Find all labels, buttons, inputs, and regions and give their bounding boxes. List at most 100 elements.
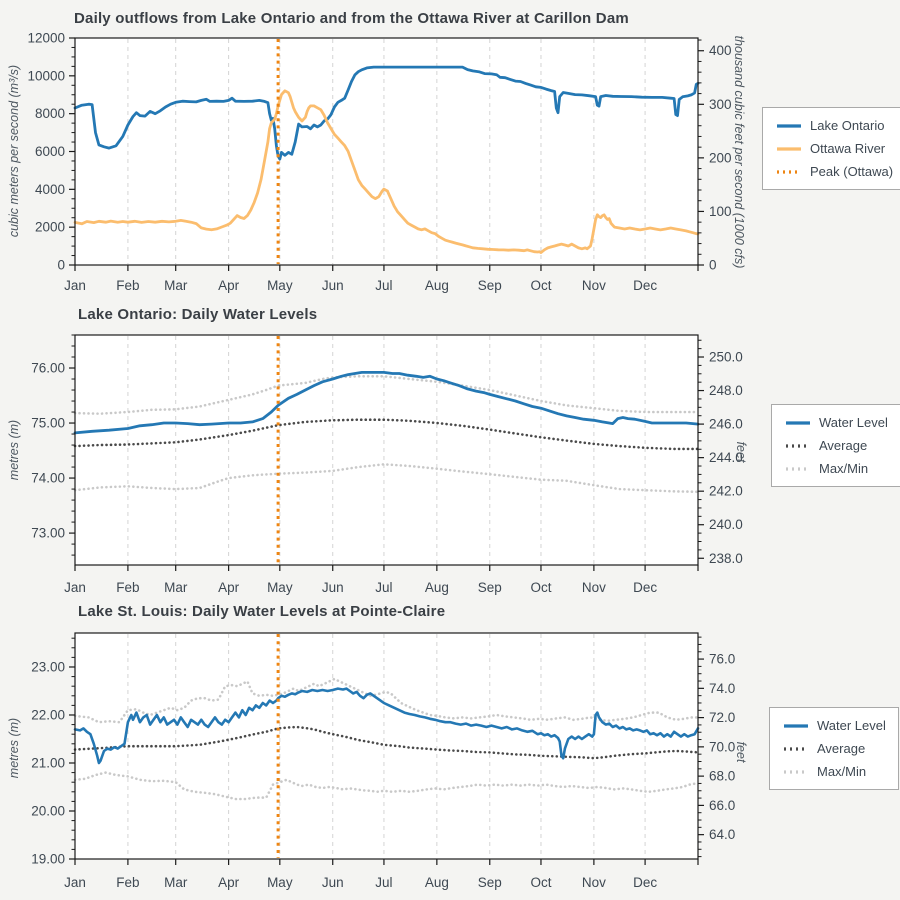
legend-solid-line-icon (786, 420, 810, 425)
x-tick-label-nov: Nov (582, 875, 606, 890)
legend-dotted-line-icon (784, 746, 808, 751)
right-tick-label: 400 (709, 43, 732, 58)
left-tick-label: 0 (57, 258, 65, 273)
x-tick-label-sep: Sep (478, 580, 502, 595)
legend-dotted-line-icon (786, 466, 810, 471)
plot-frame (74, 632, 699, 860)
chart-title-outflows: Daily outflows from Lake Ontario and fro… (74, 10, 629, 27)
x-tick-label-dec: Dec (633, 278, 657, 293)
x-tick-label-apr: Apr (218, 875, 240, 890)
legend-entry-average: Average (782, 742, 886, 755)
x-tick-label-feb: Feb (116, 580, 139, 595)
chart-lake-st-louis-levels: 19.00 20.00 21.00 22.00 23.00 64.0 66.0 68.0 70.… (31, 632, 735, 890)
right-tick-label: 250.0 (709, 350, 743, 365)
legend-label: Lake Ontario (810, 118, 885, 133)
right-tick-label: 64.0 (709, 827, 735, 842)
outflows-right-axis-label-text: thousand cubic feet per second (1000 cfs… (732, 35, 746, 269)
right-tick-label: 238.0 (709, 551, 743, 566)
gridlines (127, 336, 646, 564)
right-tick-label: 242.0 (709, 484, 743, 499)
x-tick-label-mar: Mar (164, 580, 188, 595)
x-tick-label-may: May (267, 580, 293, 595)
legend-label: Water Level (817, 718, 886, 733)
x-tick-label-aug: Aug (425, 580, 449, 595)
left-tick-label: 2000 (35, 220, 65, 235)
right-tick-label: 248.0 (709, 383, 743, 398)
outflows-left-axis-label-text: cubic meters per second (m³/s) (7, 64, 21, 238)
left-tick-label: 21.00 (31, 755, 65, 770)
right-tick-label: 200 (709, 150, 732, 165)
series-average-line (73, 725, 700, 760)
x-tick-label-sep: Sep (478, 278, 502, 293)
plot-area (75, 335, 698, 565)
axis-ticks: 19.00 20.00 21.00 22.00 23.00 64.0 66.0 68.0 70.… (31, 636, 735, 890)
x-tick-label-jul: Jul (375, 278, 392, 293)
legend-entry-lake-ontario: Lake Ontario (775, 119, 893, 132)
x-tick-label-dec: Dec (633, 875, 657, 890)
x-tick-label-may: May (267, 875, 293, 890)
gridlines (127, 39, 646, 264)
left-tick-label: 23.00 (31, 659, 65, 674)
x-tick-label-oct: Oct (530, 580, 551, 595)
x-tick-label-dec: Dec (633, 580, 657, 595)
left-tick-label: 73.00 (31, 526, 65, 541)
x-tick-label-mar: Mar (164, 875, 188, 890)
right-tick-label: 76.0 (709, 652, 735, 667)
legend-entry-ottawa-river: Ottawa River (775, 142, 893, 155)
axis-ticks: 73.00 74.00 75.00 76.00 238.0 240.0 242.0 244.0… (31, 334, 743, 595)
ontario-left-axis-label-text: metres (m) (7, 419, 21, 481)
x-tick-label-may: May (267, 278, 293, 293)
legend-dotted-line-icon (784, 769, 808, 774)
ontario-right-axis-label-text: feet (734, 441, 748, 463)
series-max-line (73, 374, 700, 416)
x-tick-label-oct: Oct (530, 875, 551, 890)
x-tick-label-jan: Jan (64, 875, 86, 890)
x-tick-label-feb: Feb (116, 875, 139, 890)
x-tick-label-jan: Jan (64, 278, 86, 293)
left-tick-label: 8000 (35, 106, 65, 121)
legend-label: Water Level (819, 415, 888, 430)
legend-label: Peak (Ottawa) (810, 164, 894, 179)
x-tick-label-jun: Jun (322, 278, 344, 293)
right-tick-label: 68.0 (709, 769, 735, 784)
x-tick-label-jul: Jul (375, 875, 392, 890)
left-tick-label: 6000 (35, 144, 65, 159)
right-tick-label: 246.0 (709, 417, 743, 432)
st-louis-right-axis-label-text: feet (734, 741, 748, 763)
left-tick-label: 20.00 (31, 803, 65, 818)
chart-lake-ontario-levels: 73.00 74.00 75.00 76.00 238.0 240.0 242.0 244.0… (31, 334, 743, 595)
x-tick-label-feb: Feb (116, 278, 139, 293)
series-water-level-line (73, 370, 700, 435)
outflows-legend: Lake Ontario Ottawa River Peak (Ottawa) (762, 107, 900, 190)
st-louis-legend: Water Level Average Max/Min (769, 707, 899, 790)
axis-ticks: 0 2000 4000 6000 8000 10000 12000 0 100 200 300 400… (27, 31, 731, 294)
left-tick-label: 22.00 (31, 707, 65, 722)
legend-entry-average: Average (784, 439, 888, 452)
series-average-line (73, 418, 700, 451)
chart-outflows: 0 2000 4000 6000 8000 10000 12000 0 100 200 300 400… (27, 31, 731, 294)
legend-entry-water-level: Water Level (782, 719, 886, 732)
x-tick-label-jun: Jun (322, 580, 344, 595)
x-tick-label-aug: Aug (425, 278, 449, 293)
x-tick-label-jun: Jun (322, 875, 344, 890)
right-tick-label: 300 (709, 97, 732, 112)
legend-entry-max-min: Max/Min (782, 765, 886, 778)
plot-frame (74, 334, 699, 566)
legend-label: Average (819, 438, 868, 453)
x-tick-label-oct: Oct (530, 278, 551, 293)
legend-dotted-line-icon (786, 443, 810, 448)
right-tick-label: 70.0 (709, 739, 735, 754)
series-ottawa-river-line (73, 89, 700, 255)
x-tick-label-mar: Mar (164, 278, 188, 293)
chart-title-lake-st-louis: Lake St. Louis: Daily Water Levels at Po… (78, 603, 446, 620)
right-tick-label: 72.0 (709, 710, 735, 725)
legend-solid-line-icon (777, 146, 801, 151)
series-lake-ontario-line (73, 65, 700, 161)
left-tick-label: 19.00 (31, 852, 65, 867)
left-tick-label: 12000 (27, 31, 65, 46)
left-tick-label: 75.00 (31, 416, 65, 431)
series-water-level-line (73, 687, 700, 765)
right-tick-label: 74.0 (709, 681, 735, 696)
left-tick-label: 76.00 (31, 361, 65, 376)
